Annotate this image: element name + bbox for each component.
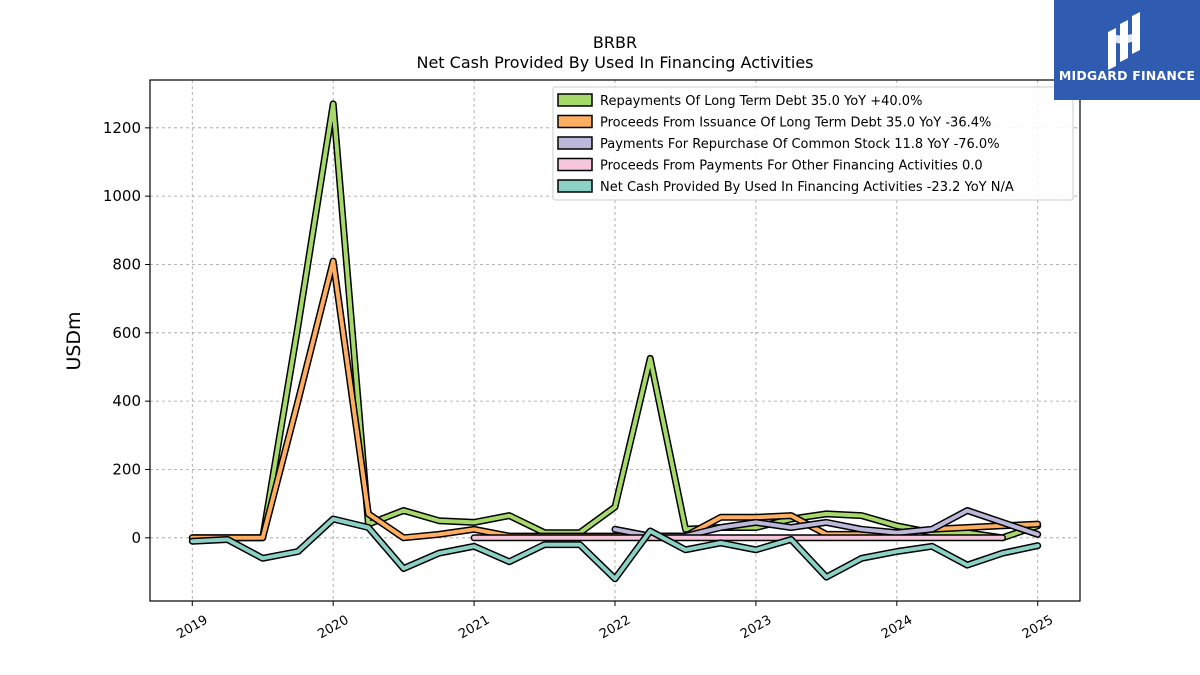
series-line — [190, 101, 1040, 540]
legend-label: Net Cash Provided By Used In Financing A… — [600, 180, 1014, 195]
y-tick-label: 0 — [131, 529, 141, 547]
y-tick-label: 200 — [112, 460, 141, 478]
legend-label: Proceeds From Payments For Other Financi… — [600, 159, 983, 174]
legend-swatch — [557, 157, 593, 172]
legend-box — [552, 86, 1074, 201]
legend-label: Repayments Of Long Term Debt 35.0 YoY +4… — [600, 94, 922, 109]
chart-title: BRBR — [593, 33, 637, 52]
legend-label: Proceeds From Issuance Of Long Term Debt… — [600, 116, 991, 131]
brand-logo: MIDGARD FINANCE — [1054, 0, 1200, 100]
y-tick-label: 1200 — [103, 119, 141, 137]
legend-swatch — [557, 136, 593, 150]
legend-swatch — [557, 179, 593, 193]
y-tick-label: 1000 — [103, 187, 141, 205]
x-tick-label: 2023 — [738, 613, 774, 643]
x-tick-label: 2025 — [1020, 613, 1056, 643]
y-axis-label: USDm — [63, 311, 85, 370]
series-4 — [188, 515, 1042, 583]
x-tick-label: 2020 — [315, 613, 351, 643]
series-0 — [188, 100, 1042, 542]
y-tick-label: 600 — [112, 324, 141, 342]
legend-swatch — [557, 93, 593, 107]
x-tick-label: 2024 — [879, 613, 915, 643]
x-tick-label: 2019 — [174, 613, 210, 643]
brand-name: MIDGARD FINANCE — [1058, 68, 1196, 83]
legend: Repayments Of Long Term Debt 35.0 YoY +4… — [552, 86, 1074, 201]
y-tick-label: 400 — [112, 392, 141, 410]
legend-swatch — [557, 114, 593, 129]
x-tick-label: 2021 — [456, 613, 492, 643]
series-layer — [188, 100, 1042, 583]
x-tick-label: 2022 — [597, 613, 633, 643]
legend-label: Payments For Repurchase Of Common Stock … — [600, 137, 1000, 152]
midgard-logo-icon — [1108, 12, 1140, 70]
series-line — [190, 517, 1040, 581]
y-tick-label: 800 — [112, 255, 141, 273]
chart-subtitle: Net Cash Provided By Used In Financing A… — [416, 53, 813, 72]
